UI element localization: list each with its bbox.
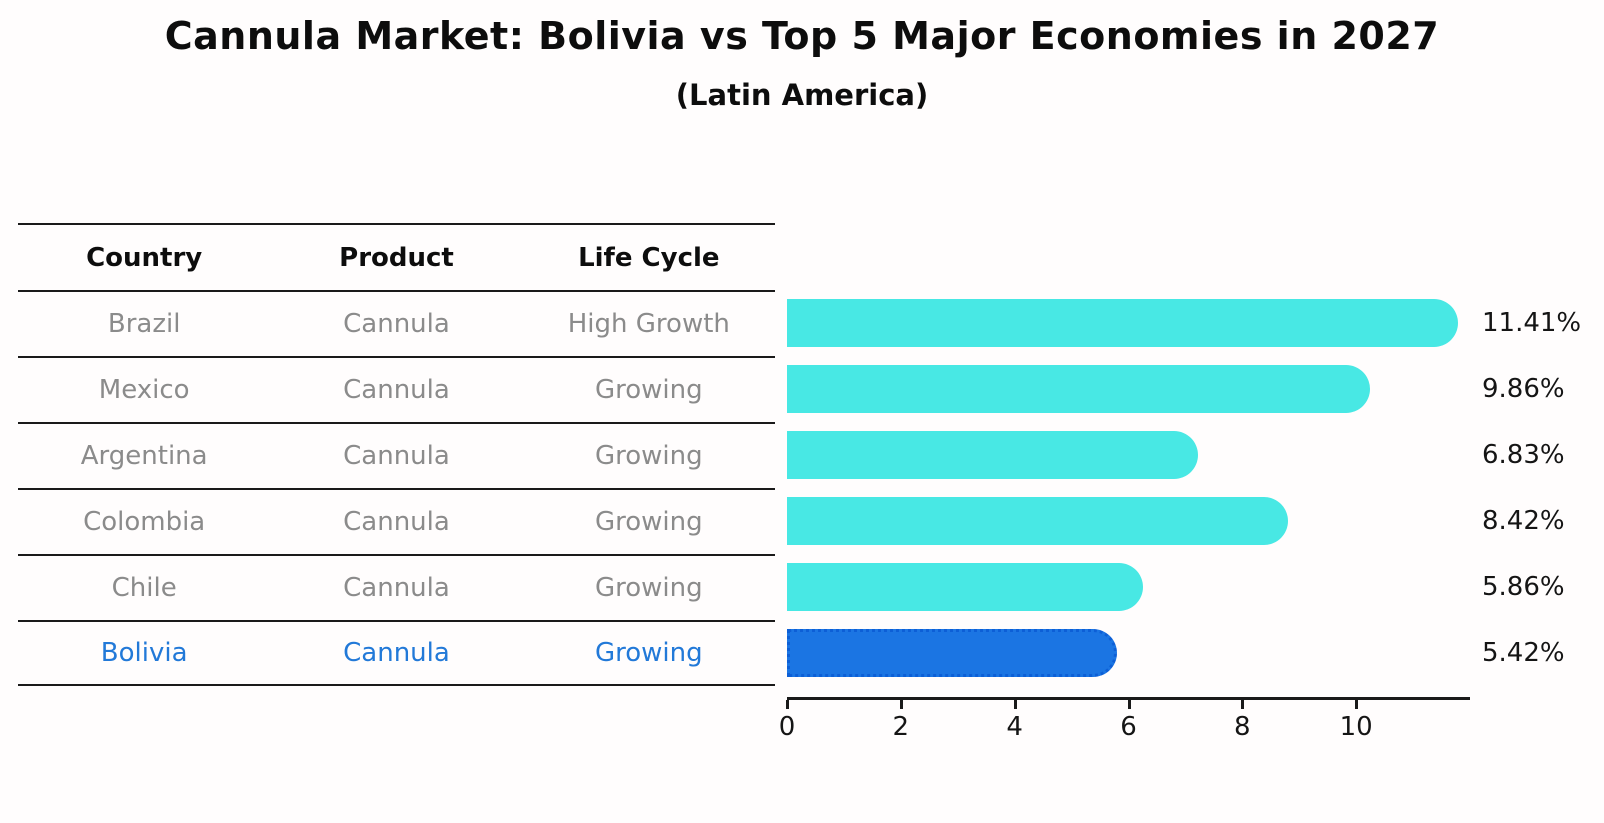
- bar-row-colombia: 8.42%: [787, 488, 1565, 554]
- table-row-chile: Chile Cannula Growing: [18, 554, 775, 620]
- cell-product: Cannula: [343, 573, 450, 603]
- cell-life-cycle: Growing: [594, 638, 703, 668]
- bar-value-label: 11.41%: [1482, 308, 1582, 338]
- x-axis-tick-label: 8: [1234, 712, 1251, 742]
- bar-value-label: 5.86%: [1482, 572, 1565, 602]
- x-axis-tick-mark: [1127, 700, 1131, 709]
- bar-row-chile: 5.86%: [787, 554, 1565, 620]
- x-axis-tick-mark: [786, 700, 789, 709]
- bar-value-label: 9.86%: [1482, 374, 1565, 404]
- table-row-argentina: Argentina Cannula Growing: [18, 422, 775, 488]
- cell-life-cycle: Growing: [594, 573, 703, 603]
- cell-product: Cannula: [343, 441, 450, 471]
- bar-value-label: 8.42%: [1482, 506, 1565, 536]
- table-row-colombia: Colombia Cannula Growing: [18, 488, 775, 554]
- table-row-brazil: Brazil Cannula High Growth: [18, 290, 775, 356]
- table-row-bolivia: Bolivia Cannula Growing: [18, 620, 775, 686]
- page-title: Cannula Market: Bolivia vs Top 5 Major E…: [164, 14, 1440, 58]
- x-axis-tick-label: 6: [1120, 712, 1137, 742]
- table-header-row: Country Product Life Cycle: [18, 223, 775, 290]
- cell-life-cycle: Growing: [594, 441, 703, 471]
- cell-product: Cannula: [343, 375, 450, 405]
- cell-country: Mexico: [98, 375, 190, 405]
- x-axis-tick-mark: [1355, 700, 1359, 709]
- cell-life-cycle: High Growth: [567, 309, 730, 339]
- x-axis-tick-mark: [1241, 700, 1245, 709]
- x-axis-tick-label: 2: [892, 712, 910, 742]
- cell-life-cycle: Growing: [594, 507, 703, 537]
- cell-country: Colombia: [83, 507, 206, 537]
- cell-country: Chile: [111, 573, 177, 603]
- header-cell-product: Product: [339, 242, 454, 273]
- x-axis-line: 0 2 4 6 8 10: [779, 697, 1470, 742]
- bar-argentina: [787, 431, 1198, 479]
- bar-value-label: 5.42%: [1482, 638, 1565, 668]
- x-axis-tick-mark: [899, 700, 903, 709]
- table-row-mexico: Mexico Cannula Growing: [18, 356, 775, 422]
- x-axis-tick-mark: [1013, 700, 1017, 709]
- cell-country: Bolivia: [100, 638, 188, 668]
- bar-chile: [787, 563, 1143, 611]
- bar-bolivia: [787, 629, 1118, 677]
- cell-product: Cannula: [343, 309, 450, 339]
- bar-mexico: [787, 365, 1371, 413]
- page-subtitle: (Latin America): [675, 78, 929, 112]
- bar-colombia: [787, 497, 1289, 545]
- header-cell-country: Country: [86, 242, 203, 273]
- bar-brazil: [787, 299, 1459, 347]
- bar-row-argentina: 6.83%: [787, 422, 1565, 488]
- cell-life-cycle: Growing: [594, 375, 703, 405]
- cell-country: Argentina: [80, 441, 208, 471]
- bar-row-mexico: 9.86%: [787, 356, 1565, 422]
- x-axis-tick-label: 4: [1006, 712, 1023, 742]
- cell-product: Cannula: [343, 507, 450, 537]
- plot-area: 11.41% 9.86% 6.83% 8.42% 5.86% 5.42%: [787, 290, 1581, 686]
- x-axis-tick-label: 0: [778, 712, 796, 742]
- data-table: Country Product Life Cycle Brazil Cannul…: [18, 223, 775, 686]
- header-cell-life-cycle: Life Cycle: [578, 242, 720, 273]
- bar-row-brazil: 11.41%: [787, 290, 1581, 356]
- x-axis-tick-label: 10: [1339, 712, 1373, 742]
- bar-value-label: 6.83%: [1482, 440, 1565, 470]
- cell-product: Cannula: [343, 638, 450, 668]
- bar-row-bolivia: 5.42%: [787, 620, 1565, 686]
- cell-country: Brazil: [107, 309, 181, 339]
